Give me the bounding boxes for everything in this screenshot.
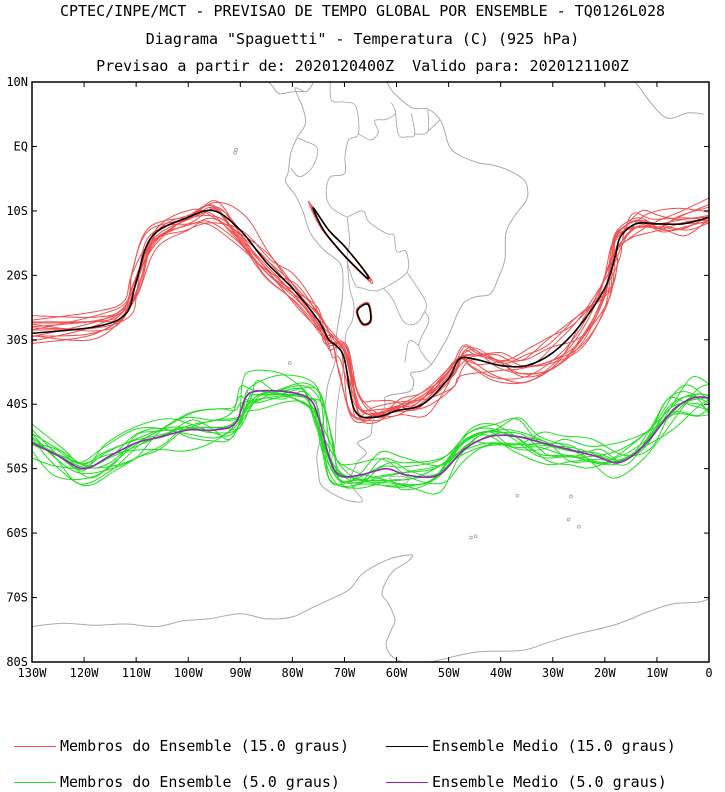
map-title: CPTEC/INPE/MCT - PREVISAO DE TEMPO GLOBA… bbox=[59, 2, 666, 20]
andes-contour bbox=[355, 301, 373, 327]
mean-curve-15 bbox=[32, 209, 709, 419]
lat-tick-label: 10N bbox=[6, 75, 28, 89]
legend-swatch-green bbox=[14, 781, 56, 783]
member-curve-5 bbox=[32, 380, 709, 485]
legend-label: Ensemble Medio (5.0 graus) bbox=[432, 773, 667, 791]
lon-tick-label: 130W bbox=[18, 666, 48, 680]
legend-swatch-purple bbox=[386, 781, 428, 783]
lon-tick-label: 120W bbox=[70, 666, 100, 680]
lon-tick-label: 30W bbox=[542, 666, 564, 680]
lat-tick-label: 10S bbox=[6, 204, 28, 218]
lat-tick-label: EQ bbox=[14, 139, 28, 153]
coastlines bbox=[32, 82, 709, 662]
map-subtitle: Diagrama "Spaguetti" - Temperatura (C) (… bbox=[145, 30, 580, 48]
legend-swatch-black bbox=[386, 745, 428, 747]
lon-tick-label: 40W bbox=[490, 666, 512, 680]
legend-item-mean-5: Ensemble Medio (5.0 graus) bbox=[386, 772, 667, 792]
lon-tick-label: 70W bbox=[334, 666, 356, 680]
mean-curve-5 bbox=[32, 389, 709, 479]
member-curve-5 bbox=[32, 384, 709, 488]
forecast-times: Previsao a partir de: 2020120400Z Valido… bbox=[96, 57, 629, 75]
lon-tick-label: 80W bbox=[282, 666, 304, 680]
lon-tick-label: 90W bbox=[229, 666, 251, 680]
map-frame bbox=[31, 81, 710, 663]
lon-tick-label: 50W bbox=[438, 666, 460, 680]
legend-label: Ensemble Medio (15.0 graus) bbox=[432, 737, 676, 755]
legend-swatch-red bbox=[14, 745, 56, 747]
member-curve-5 bbox=[32, 394, 709, 487]
mean-contour-andes bbox=[312, 206, 370, 280]
mean-contour-andes bbox=[356, 303, 372, 326]
lon-tick-label: 110W bbox=[122, 666, 152, 680]
lat-tick-label: 70S bbox=[6, 591, 28, 605]
lon-tick-label: 60W bbox=[386, 666, 408, 680]
lat-tick-label: 30S bbox=[6, 333, 28, 347]
lat-tick-label: 50S bbox=[6, 462, 28, 476]
members-5-group bbox=[32, 369, 709, 495]
member-curve-5 bbox=[32, 387, 709, 484]
lon-tick-label: 100W bbox=[174, 666, 204, 680]
lat-tick-label: 40S bbox=[6, 397, 28, 411]
lon-tick-label: 0 bbox=[705, 666, 712, 680]
legend-label: Membros do Ensemble (5.0 graus) bbox=[60, 773, 340, 791]
lat-tick-label: 60S bbox=[6, 526, 28, 540]
legend-item-members-15: Membros do Ensemble (15.0 graus) bbox=[14, 736, 349, 756]
member-curve-5 bbox=[32, 385, 709, 482]
legend-item-members-5: Membros do Ensemble (5.0 graus) bbox=[14, 772, 340, 792]
member-curve-15 bbox=[32, 206, 709, 412]
member-curve-5 bbox=[32, 400, 709, 482]
lon-tick-label: 20W bbox=[594, 666, 616, 680]
member-curve-5 bbox=[32, 382, 709, 485]
legend-label: Membros do Ensemble (15.0 graus) bbox=[60, 737, 349, 755]
member-curve-15 bbox=[32, 208, 709, 420]
lat-tick-label: 20S bbox=[6, 268, 28, 282]
legend-item-mean-15: Ensemble Medio (15.0 graus) bbox=[386, 736, 676, 756]
member-curve-15 bbox=[32, 197, 709, 418]
ensemble-means-group bbox=[32, 206, 709, 479]
lat-tick-label: 80S bbox=[6, 655, 28, 669]
lon-tick-label: 10W bbox=[646, 666, 668, 680]
